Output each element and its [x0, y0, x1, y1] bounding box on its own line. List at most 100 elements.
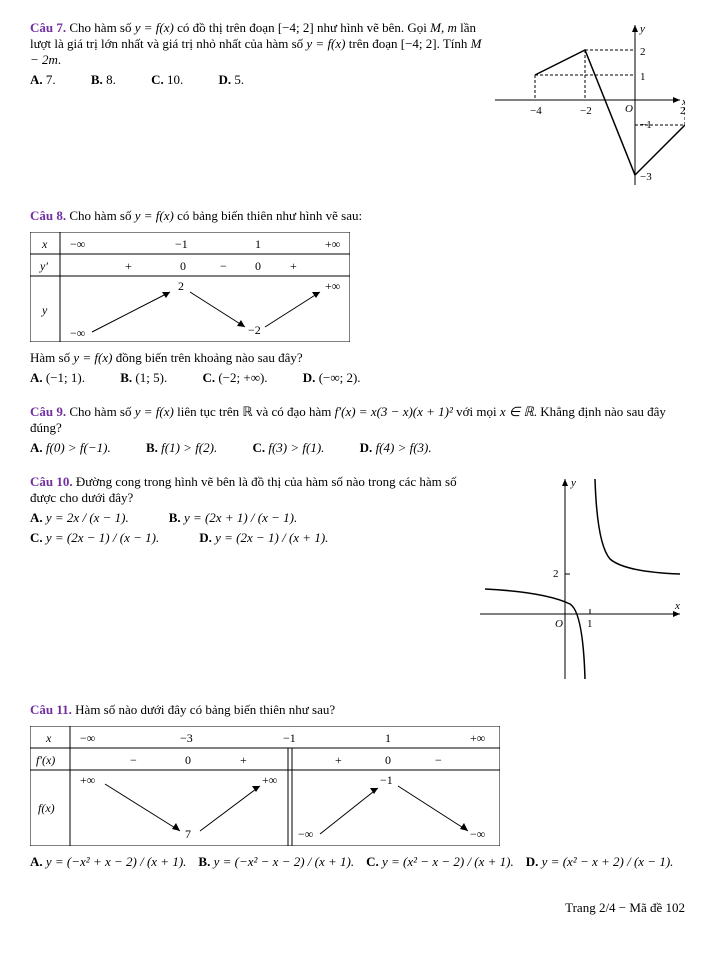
q8-table: x −∞ −1 1 +∞ y′ + 0 − 0 + y −∞ 2 −2 +∞: [30, 232, 685, 342]
svg-text:1: 1: [255, 237, 261, 251]
svg-text:−∞: −∞: [80, 731, 95, 745]
q7-f1: y = f(x): [135, 20, 174, 35]
q7-t2: có đồ thị trên đoạn: [174, 20, 278, 35]
svg-text:y′: y′: [39, 259, 48, 273]
svg-text:−: −: [435, 753, 442, 767]
q8-question2: Hàm số y = f(x) đồng biến trên khoảng nà…: [30, 350, 685, 366]
q9-f1: y = f(x): [135, 404, 174, 419]
svg-text:−: −: [220, 259, 227, 273]
svg-text:0: 0: [385, 753, 391, 767]
svg-text:+: +: [290, 259, 297, 273]
q10-choice-b: y = (2x + 1) / (x − 1).: [184, 510, 297, 525]
question-9: Câu 9. Cho hàm số y = f(x) liên tục trên…: [30, 404, 685, 456]
q8-choice-c: (−2; +∞).: [218, 370, 267, 385]
svg-text:−3: −3: [180, 731, 193, 745]
q8-choice-b: (1; 5).: [135, 370, 167, 385]
q7-t5: trên đoạn: [346, 36, 401, 51]
q11-table: x −∞ −3 −1 1 +∞ f′(x) − 0 + + 0 − f(x) +…: [30, 726, 685, 846]
svg-text:+∞: +∞: [325, 237, 340, 251]
question-10: Câu 10. Đường cong trong hình vẽ bên là …: [30, 474, 685, 684]
q7-choice-c: 10.: [167, 72, 183, 87]
svg-text:+: +: [240, 753, 247, 767]
question-8: Câu 8. Cho hàm số y = f(x) có bảng biến …: [30, 208, 685, 386]
q9-label: Câu 9.: [30, 404, 66, 419]
q11-text: Hàm số nào dưới đây có bảng biến thiên n…: [75, 702, 335, 717]
q8-q2-t2: đồng biến trên khoảng nào sau đây?: [112, 350, 302, 365]
q9-choices: A. f(0) > f(−1). B. f(1) > f(2). C. f(3)…: [30, 440, 685, 456]
q11-choices: A. y = (−x² + x − 2) / (x + 1). B. y = (…: [30, 854, 685, 870]
q7-t3: như hình vẽ bên. Gọi: [314, 20, 430, 35]
svg-text:O: O: [625, 103, 633, 115]
page-footer: Trang 2/4 − Mã đề 102: [30, 900, 685, 916]
svg-text:x: x: [674, 600, 680, 612]
svg-text:y: y: [570, 477, 576, 489]
q7-t6: . Tính: [437, 36, 471, 51]
q7-label: Câu 7.: [30, 20, 66, 35]
q7-choice-a: 7.: [46, 72, 56, 87]
q7-f5: [−4; 2]: [401, 36, 437, 51]
q8-choice-d: (−∞; 2).: [319, 370, 361, 385]
svg-text:−3: −3: [640, 171, 652, 183]
q7-t7: .: [58, 52, 61, 67]
q7-choice-b: 8.: [106, 72, 116, 87]
svg-text:2: 2: [553, 568, 559, 580]
svg-text:+∞: +∞: [262, 773, 277, 787]
q9-choice-b: f(1) > f(2).: [161, 440, 217, 455]
q9-f3: x ∈ ℝ: [500, 404, 534, 419]
svg-text:f(x): f(x): [38, 801, 55, 815]
svg-text:x: x: [45, 731, 52, 745]
q11-choice-b: y = (−x² − x − 2) / (x + 1).: [214, 854, 355, 869]
q9-text: Cho hàm số y = f(x) liên tục trên ℝ và c…: [30, 404, 666, 435]
svg-text:−1: −1: [175, 237, 188, 251]
svg-text:+: +: [125, 259, 132, 273]
svg-text:x: x: [41, 237, 48, 251]
q10-choice-c: y = (2x − 1) / (x − 1).: [46, 530, 159, 545]
q9-t3: với mọi: [453, 404, 500, 419]
q8-q2-t1: Hàm số: [30, 350, 73, 365]
q8-q2-f1: y = f(x): [73, 350, 112, 365]
svg-text:−∞: −∞: [298, 827, 313, 841]
q9-choice-d: f(4) > f(3).: [376, 440, 432, 455]
question-11: Câu 11. Hàm số nào dưới đây có bảng biến…: [30, 702, 685, 870]
q7-f3: M, m: [430, 20, 457, 35]
svg-text:1: 1: [640, 71, 646, 83]
svg-text:+∞: +∞: [325, 279, 340, 293]
q10-graph: O x y 1 2: [475, 474, 685, 684]
q8-t1: Cho hàm số: [69, 208, 134, 223]
svg-text:0: 0: [180, 259, 186, 273]
svg-text:−∞: −∞: [470, 827, 485, 841]
q7-text: Cho hàm số y = f(x) có đồ thị trên đoạn …: [30, 20, 482, 67]
svg-text:−: −: [130, 753, 137, 767]
svg-text:0: 0: [185, 753, 191, 767]
svg-text:2: 2: [178, 279, 184, 293]
q9-f2: f′(x) = x(3 − x)(x + 1)²: [335, 404, 453, 419]
svg-text:−2: −2: [580, 105, 592, 117]
svg-text:−1: −1: [380, 773, 393, 787]
svg-text:−∞: −∞: [70, 237, 85, 251]
q8-f1: y = f(x): [135, 208, 174, 223]
svg-text:O: O: [555, 618, 563, 630]
q8-t2: có bảng biến thiên như hình vẽ sau:: [174, 208, 362, 223]
q7-choice-d: 5.: [234, 72, 244, 87]
question-7: Câu 7. Cho hàm số y = f(x) có đồ thị trê…: [30, 20, 685, 190]
q10-choice-d: y = (2x − 1) / (x + 1).: [215, 530, 328, 545]
q7-f2: [−4; 2]: [278, 20, 314, 35]
q9-t1: Cho hàm số: [69, 404, 134, 419]
svg-text:0: 0: [255, 259, 261, 273]
q11-choice-c: y = (x² − x − 2) / (x + 1).: [382, 854, 514, 869]
q7-choices: A. 7. B. 8. C. 10. D. 5.: [30, 72, 485, 88]
q7-f4: y = f(x): [306, 36, 345, 51]
q8-choice-a: (−1; 1).: [46, 370, 85, 385]
q11-label: Câu 11.: [30, 702, 72, 717]
svg-text:f′(x): f′(x): [36, 753, 55, 767]
q7-t1: Cho hàm số: [69, 20, 134, 35]
q7-graph: x y O −4 −2 2 2 1 −1 −3: [485, 20, 685, 190]
svg-text:7: 7: [185, 827, 191, 841]
svg-text:−1: −1: [283, 731, 296, 745]
svg-text:−∞: −∞: [70, 326, 85, 340]
q9-t2: liên tục trên ℝ và có đạo hàm: [174, 404, 335, 419]
q8-choices: A. (−1; 1). B. (1; 5). C. (−2; +∞). D. (…: [30, 370, 685, 386]
svg-text:1: 1: [385, 731, 391, 745]
svg-text:+∞: +∞: [470, 731, 485, 745]
svg-text:+: +: [335, 753, 342, 767]
